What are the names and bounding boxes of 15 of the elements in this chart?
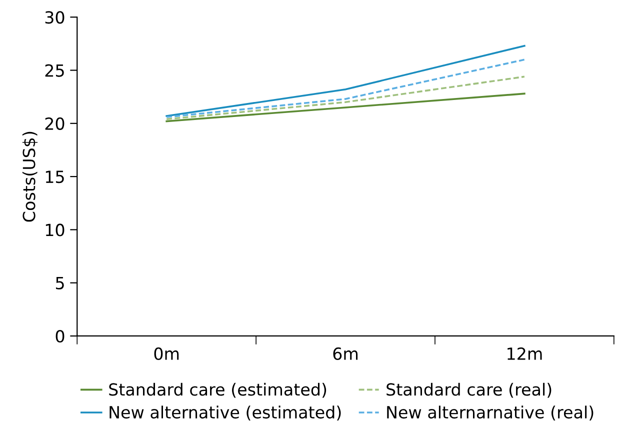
y-tick-label: 15 xyxy=(46,170,64,184)
x-tick-label: 6m xyxy=(333,347,358,360)
y-tick-label: 5 xyxy=(56,277,64,290)
legend-label: Standard care (estimated) xyxy=(109,382,326,398)
y-tick-label: 0 xyxy=(56,330,64,343)
y-axis-title: Costs(US$) xyxy=(22,132,38,222)
legend-label: Standard care (real) xyxy=(386,382,552,398)
y-tick-label: 25 xyxy=(45,64,64,77)
x-tick-label: 0m xyxy=(154,347,179,360)
y-tick-label: 30 xyxy=(45,11,64,24)
legend-label: New alternarnative (real) xyxy=(387,406,594,421)
y-tick-label: 20 xyxy=(45,117,64,130)
y-tick-label: 10 xyxy=(46,224,64,236)
legend-label: New alternative (estimated) xyxy=(110,406,341,421)
x-tick-label: 12m xyxy=(508,347,542,360)
